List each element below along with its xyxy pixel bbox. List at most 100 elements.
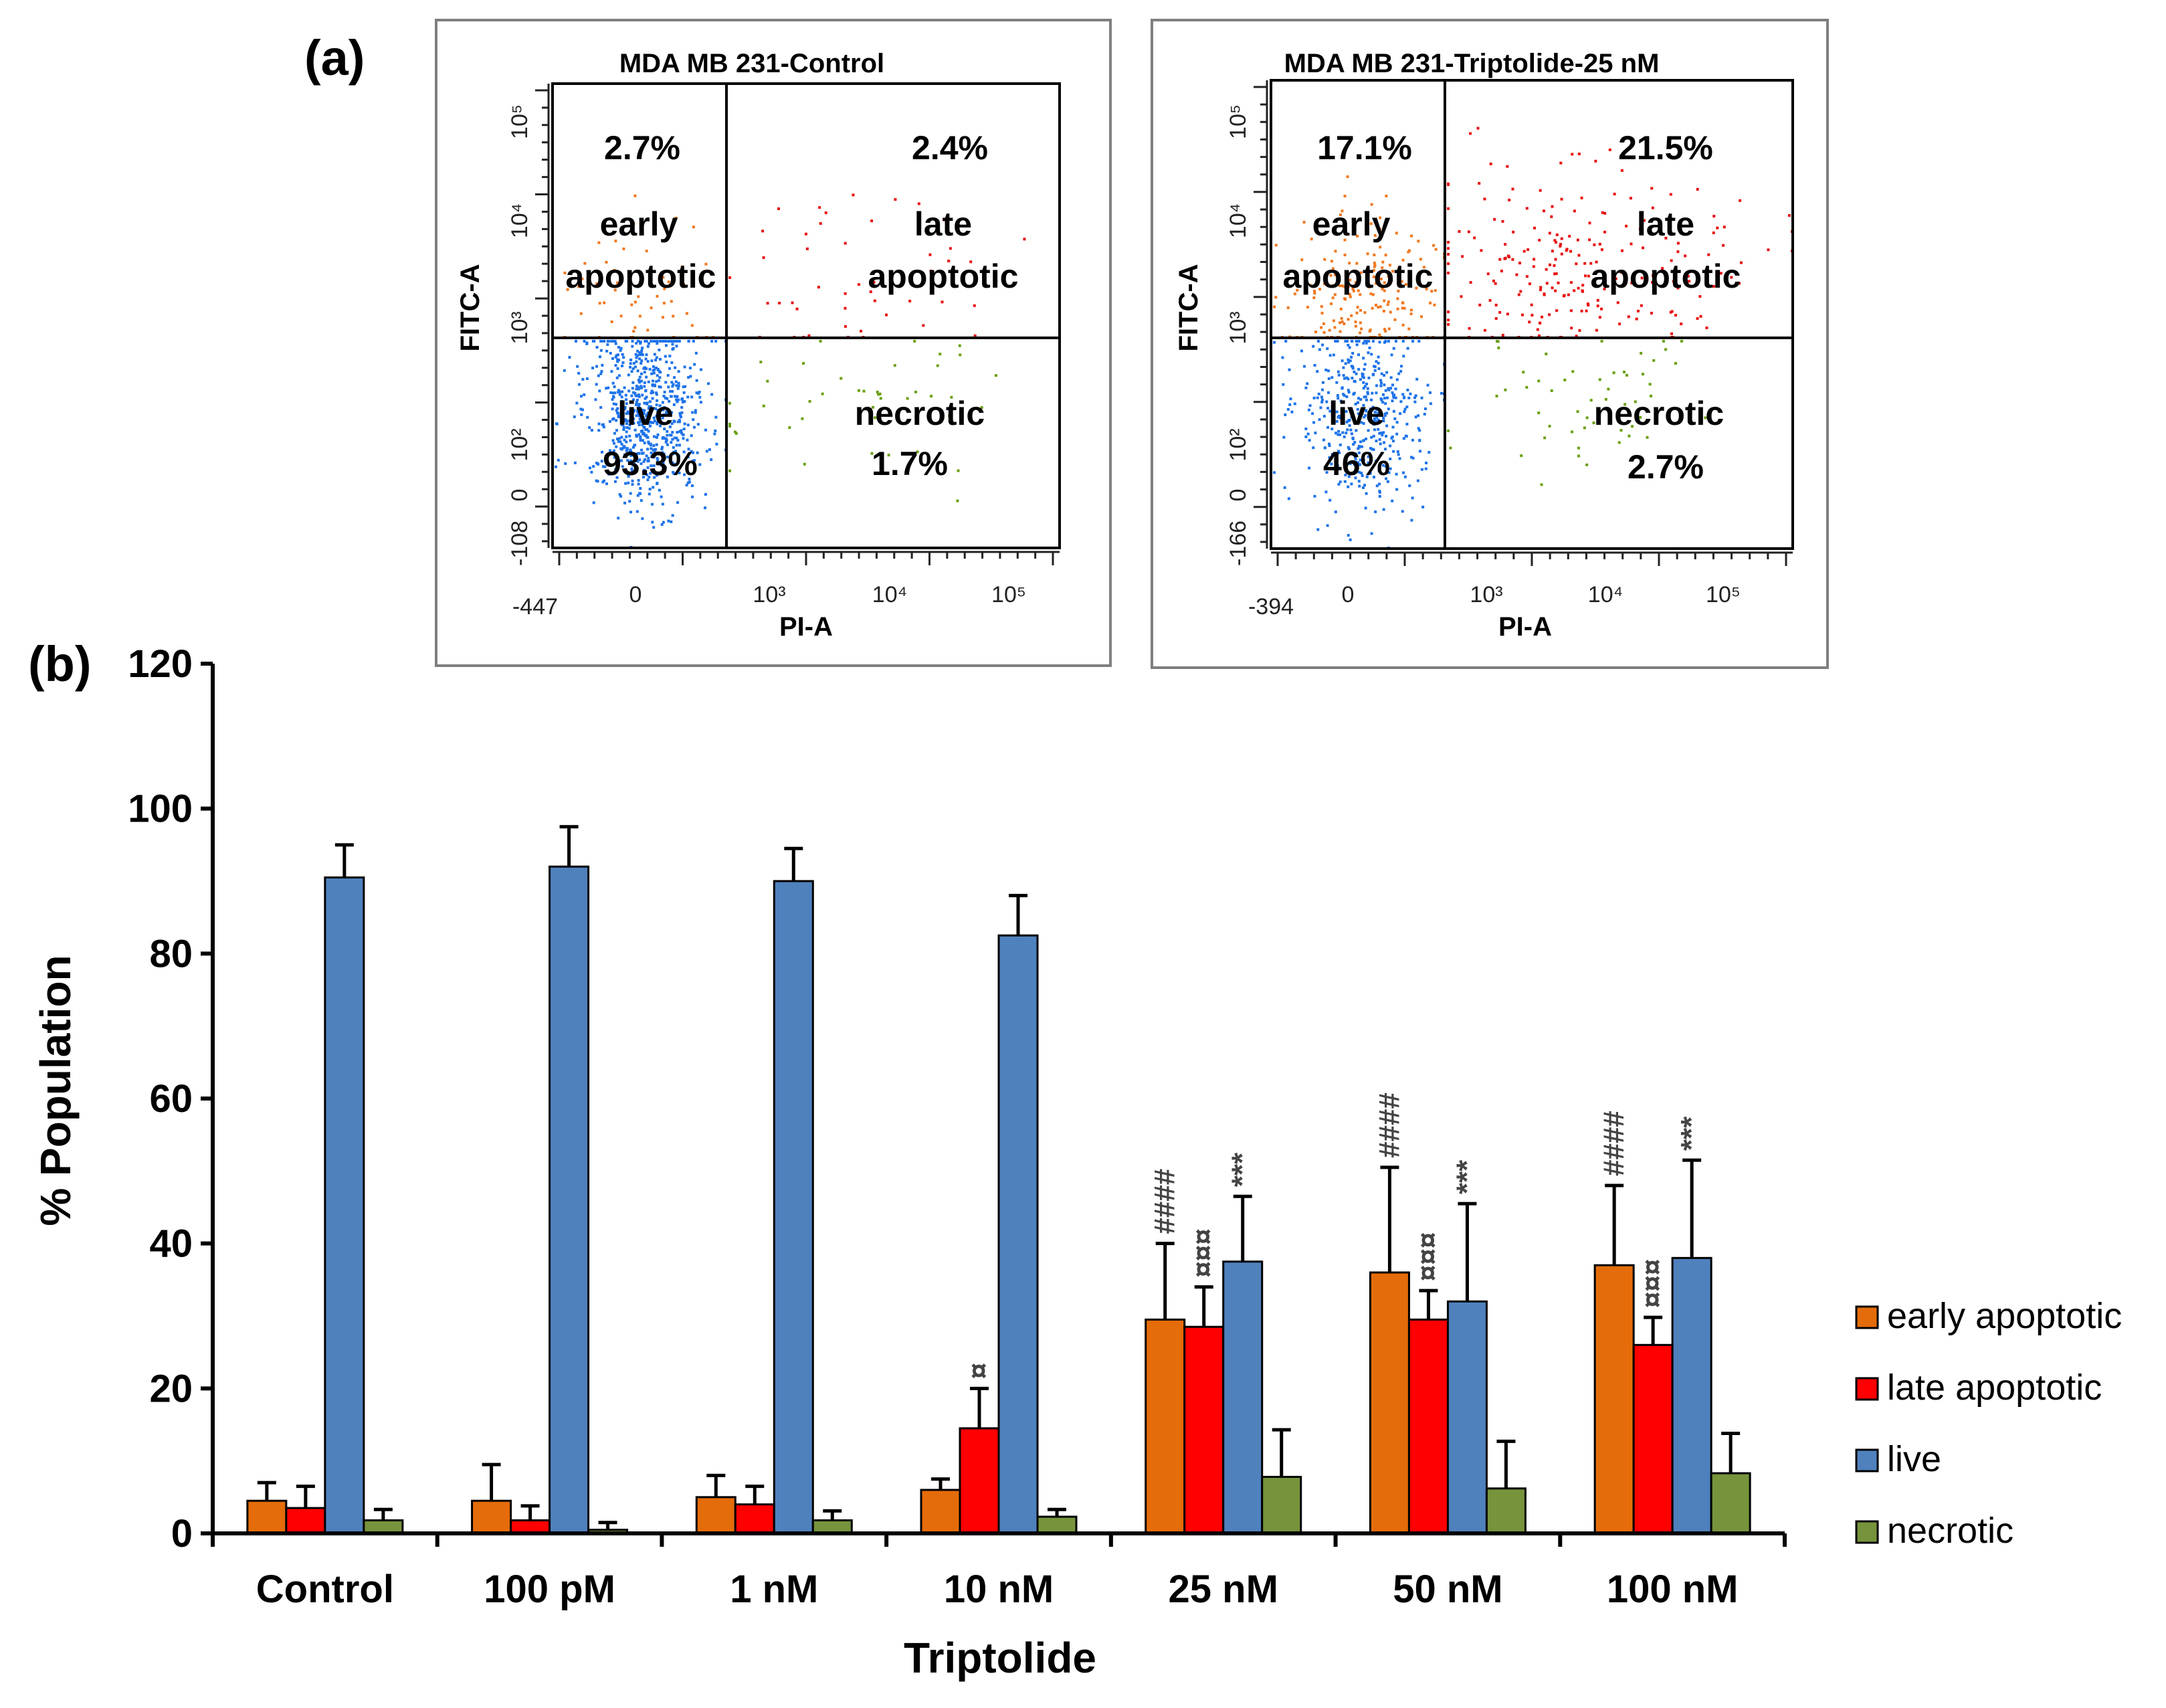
event-dot [1373,423,1376,426]
event-dot [1389,444,1392,448]
event-dot [1318,348,1321,351]
event-dot [612,449,615,452]
event-dot [1399,369,1403,373]
event-dot [1352,453,1355,456]
event-dot [1369,222,1373,225]
event-dot [1739,261,1743,264]
event-dot [1372,373,1375,376]
event-dot [1347,285,1350,288]
event-dot [1573,289,1576,292]
event-dot [1670,332,1674,335]
event-dot [564,462,567,465]
event-dot [1325,471,1328,474]
event-dot [1364,438,1367,441]
event-dot [644,401,647,405]
event-dot [1347,475,1351,478]
event-dot [1395,472,1398,476]
event-dot [605,260,608,264]
event-dot [652,444,656,448]
event-dot [1343,394,1346,397]
event-dot [1787,214,1791,217]
event-dot [948,414,951,417]
event-dot [648,442,651,445]
event-dot [618,390,621,393]
event-dot [644,357,648,361]
event-dot [676,501,680,504]
event-dot [1545,268,1548,271]
event-dot [1494,317,1498,320]
event-dot [1395,421,1399,424]
event-dot [1506,312,1509,316]
event-dot [656,399,659,402]
event-dot [1387,471,1391,474]
event-dot [1411,438,1414,442]
event-dot [624,393,627,397]
event-dot [1310,238,1313,241]
event-dot [1363,385,1367,388]
event-dot [1380,381,1383,385]
event-dot [615,411,619,414]
event-dot [674,462,677,466]
event-dot [614,364,617,367]
event-dot [1646,436,1649,439]
event-dot [655,356,658,359]
event-dot [1390,353,1393,357]
event-dot [631,340,634,343]
event-dot [1339,444,1342,447]
event-dot [1722,225,1726,229]
event-dot [640,408,644,411]
event-dot [1483,328,1486,332]
x-tick-label: 10 nM [944,1568,1054,1611]
event-dot [674,366,677,369]
event-dot [1326,425,1330,429]
event-dot [887,454,890,457]
event-dot [1532,265,1535,268]
event-dot [650,391,653,395]
event-dot [611,395,615,398]
bar [549,865,590,1535]
event-dot [1620,271,1623,274]
event-dot [1347,361,1351,364]
event-dot [1385,434,1388,438]
event-dot [1378,494,1381,498]
event-dot [1273,471,1276,474]
event-dot [1640,276,1644,280]
event-dot [557,458,560,462]
event-dot [652,456,655,459]
event-dot [581,277,584,280]
bar [1036,1515,1078,1535]
quadrant-early-label: apoptotic [566,258,716,295]
event-dot [687,376,690,379]
event-dot [766,302,769,305]
event-dot [640,359,644,363]
event-dot [1365,475,1369,478]
event-dot [1640,229,1644,233]
event-dot [1354,455,1357,458]
event-dot [595,479,598,482]
event-dot [663,437,666,440]
event-dot [872,280,876,284]
event-dot [656,294,659,298]
event-dot [673,376,676,379]
event-dot [670,300,673,303]
event-dot [635,435,638,438]
y-tick-label: 100 [128,787,193,831]
event-dot [1387,327,1391,330]
event-dot [1311,412,1314,415]
event-dot [1366,391,1369,394]
event-dot [639,341,642,344]
event-dot [1338,284,1341,288]
event-dot [734,430,737,434]
event-dot [621,364,624,367]
event-dot [1394,396,1397,399]
bar [1446,1300,1488,1535]
event-dot [597,429,601,432]
event-dot [1592,421,1595,425]
event-dot [652,421,655,424]
event-dot [626,459,629,462]
event-dot [914,390,917,393]
event-dot [597,241,601,244]
event-dot [694,351,698,355]
bar [1222,1260,1264,1535]
